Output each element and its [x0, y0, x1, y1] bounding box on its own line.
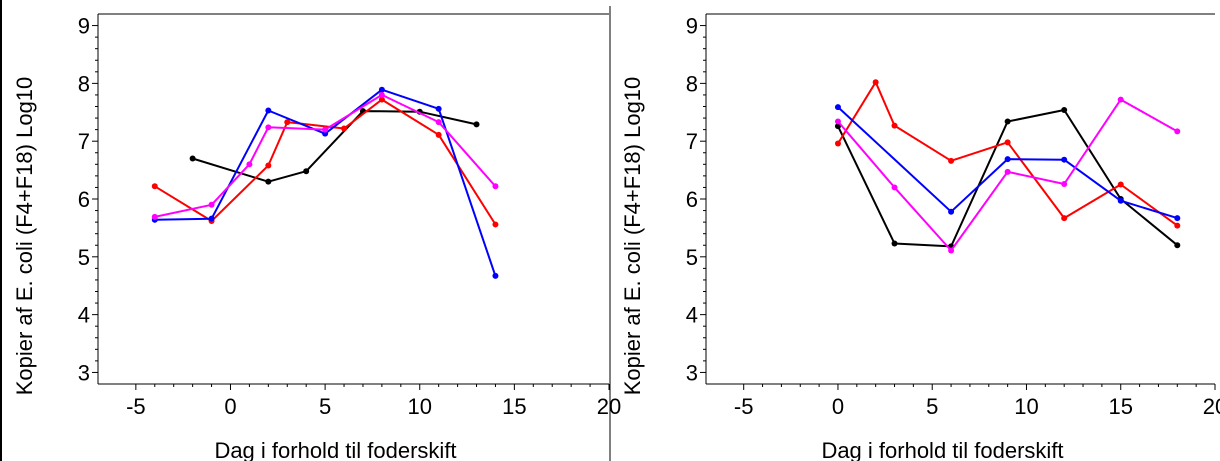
data-point: [492, 221, 499, 228]
data-point: [435, 131, 442, 138]
y-tick-label: 9: [686, 14, 698, 39]
data-point: [284, 119, 291, 126]
y-tick-label: 6: [686, 187, 698, 212]
x-tick-label: 5: [319, 394, 331, 419]
y-tick-label: 9: [78, 14, 90, 39]
data-point: [341, 125, 348, 132]
data-point: [435, 119, 442, 126]
data-point: [834, 118, 841, 125]
y-tick-label: 6: [78, 187, 90, 212]
data-point: [378, 91, 385, 98]
data-point: [492, 183, 499, 190]
data-point: [151, 183, 158, 190]
y-tick-label: 8: [78, 71, 90, 96]
y-tick-label: 3: [78, 360, 90, 385]
series-line-2: [837, 81, 1178, 227]
data-point: [1061, 180, 1068, 187]
data-point: [891, 122, 898, 129]
data-point: [208, 201, 215, 208]
data-point: [1117, 181, 1124, 188]
x-axis-label: Dag i forhold til foderskift: [821, 438, 1063, 461]
data-point: [246, 161, 253, 168]
series-line-2: [154, 98, 497, 225]
data-point: [891, 184, 898, 191]
y-axis-label: Kopier af E. coli (F4+F18) Log10: [12, 77, 37, 396]
chart-panel-right: 3 4 5 6 7 8 9 -5 0 5 10 15 20 Dag i forhold til foder…: [620, 13, 1220, 461]
series-line-1: [192, 110, 477, 183]
x-axis-label: Dag i forhold til foderskift: [214, 438, 456, 461]
data-point: [872, 79, 879, 86]
x-tick-label: 0: [832, 394, 844, 419]
data-point: [1117, 96, 1124, 103]
data-point: [834, 140, 841, 147]
y-axis-label: Kopier af E. coli (F4+F18) Log10: [620, 77, 645, 396]
data-point: [265, 124, 272, 131]
data-point: [1004, 139, 1011, 146]
data-point: [435, 105, 442, 112]
data-point: [265, 107, 272, 114]
data-point: [322, 126, 329, 133]
data-point: [1174, 242, 1181, 249]
x-tick-label: 15: [502, 394, 526, 419]
x-tick-label: 20: [1203, 394, 1220, 419]
y-tick-label: 4: [78, 303, 90, 328]
x-tick-label: 5: [926, 394, 938, 419]
y-tick-label: 7: [78, 129, 90, 154]
data-point: [151, 213, 158, 220]
x-tick-label: 10: [1014, 394, 1038, 419]
data-point: [834, 104, 841, 111]
data-point: [208, 215, 215, 222]
x-tick-label: 10: [407, 394, 431, 419]
y-tick-label: 8: [686, 71, 698, 96]
data-point: [1004, 168, 1011, 175]
y-tick-label: 3: [686, 360, 698, 385]
x-tick-label: -5: [734, 394, 754, 419]
data-point: [1061, 106, 1068, 113]
x-tick-label: 0: [224, 394, 236, 419]
data-point: [948, 208, 955, 215]
x-tick-label: 15: [1108, 394, 1132, 419]
data-point: [378, 86, 385, 93]
data-point: [189, 155, 196, 162]
series-line-1: [837, 109, 1178, 248]
data-point: [492, 272, 499, 279]
data-point: [265, 162, 272, 169]
data-point: [1004, 118, 1011, 125]
data-point: [378, 96, 385, 103]
y-tick-label: 7: [686, 129, 698, 154]
data-point: [1174, 215, 1181, 222]
data-point: [1061, 215, 1068, 222]
series-line-4: [154, 93, 497, 218]
data-point: [1174, 222, 1181, 229]
series-line-3: [837, 106, 1178, 220]
data-point: [1117, 197, 1124, 204]
y-tick-label: 5: [686, 245, 698, 270]
data-point: [473, 121, 480, 128]
x-tick-label: -5: [126, 394, 146, 419]
data-point: [1061, 156, 1068, 163]
y-tick-label: 5: [78, 245, 90, 270]
data-point: [891, 240, 898, 247]
x-tick-label: 20: [597, 394, 621, 419]
y-tick-label: 4: [686, 303, 698, 328]
data-point: [303, 168, 310, 175]
data-point: [1004, 156, 1011, 163]
data-point: [1174, 128, 1181, 135]
chart-panel-left: 3 4 5 6 7 8 9 -5 0 5 10 15 20 Dag i forhold til foder…: [12, 13, 621, 461]
data-point: [948, 157, 955, 164]
data-point: [948, 247, 955, 254]
data-point: [265, 178, 272, 185]
